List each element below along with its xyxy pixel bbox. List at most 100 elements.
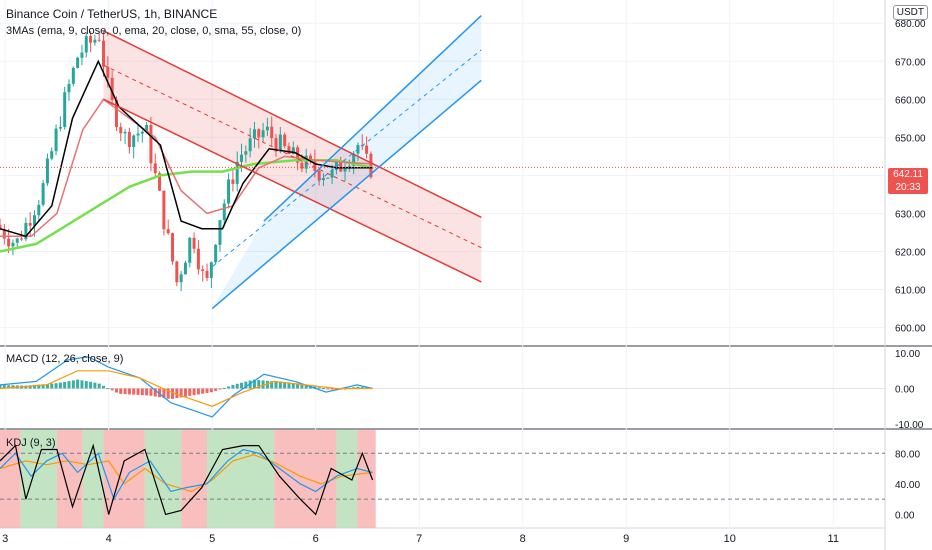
candle-body — [179, 274, 183, 283]
macd-histogram-bar — [179, 388, 183, 398]
candle-body — [240, 154, 244, 162]
macd-histogram-bar — [45, 383, 49, 389]
macd-histogram-bar — [291, 383, 295, 389]
y-tick-label: 650.00 — [895, 133, 926, 144]
x-tick-label: 6 — [313, 533, 319, 545]
macd-histogram-bar — [63, 381, 67, 389]
candle-body — [231, 179, 235, 184]
macd-histogram-bar — [153, 388, 157, 397]
macd-histogram-bar — [209, 388, 213, 393]
candle-body — [45, 158, 49, 184]
last-price-value: 642.11 — [893, 169, 923, 180]
chart-title: Binance Coin / TetherUS, 1h, BINANCE — [6, 7, 218, 21]
kdj-band — [336, 430, 358, 528]
macd-histogram-bar — [326, 388, 330, 390]
candle-body — [300, 162, 304, 169]
candle-body — [352, 153, 356, 166]
macd-histogram-bar — [218, 388, 222, 390]
candle-body — [183, 262, 187, 275]
macd-histogram-bar — [313, 386, 317, 389]
y-tick-label: 610.00 — [895, 286, 926, 297]
macd-histogram-bar — [119, 388, 123, 394]
macd-histogram-bar — [97, 383, 101, 389]
macd-histogram-bar — [106, 388, 110, 390]
macd-histogram-bar — [321, 388, 325, 390]
last-price-tag: 642.11 20:33 — [888, 168, 928, 194]
macd-histogram-bar — [175, 388, 179, 399]
candle-body — [278, 134, 282, 152]
kdj-d-line — [0, 454, 373, 493]
macd-histogram-bar — [222, 387, 226, 389]
macd-y-tick: 10.00 — [895, 349, 920, 360]
candle-body — [140, 131, 144, 134]
candle-body — [321, 177, 325, 181]
macd-histogram-bar — [2, 385, 6, 389]
candle-body — [15, 238, 19, 243]
candle-body — [158, 173, 162, 191]
candle-body — [71, 67, 75, 84]
candle-body — [317, 170, 321, 181]
kdj-band — [181, 430, 208, 528]
candle-body — [248, 138, 252, 152]
candle-body — [37, 204, 41, 216]
candle-body — [339, 161, 343, 172]
candle-body — [326, 177, 330, 179]
macd-histogram-bar — [196, 388, 200, 395]
macd-histogram-bar — [360, 387, 364, 389]
candle-body — [41, 183, 45, 205]
x-tick-label: 11 — [828, 533, 839, 545]
candle-body — [309, 155, 313, 160]
candle-body — [102, 40, 106, 67]
candle-body — [171, 233, 175, 262]
y-tick-label: 680.00 — [895, 19, 926, 30]
macd-histogram-bar — [188, 388, 192, 396]
candle-body — [218, 220, 222, 245]
macd-histogram-bar — [71, 380, 75, 389]
macd-histogram-bar — [33, 384, 37, 389]
macd-histogram-bar — [296, 383, 300, 389]
macd-histogram-bar — [127, 388, 131, 395]
x-tick-label: 10 — [724, 533, 736, 545]
macd-histogram-bar — [145, 388, 149, 396]
macd-histogram-bar — [192, 388, 196, 396]
candle-body — [7, 238, 11, 247]
candle-body — [244, 151, 248, 155]
x-tick-label: 7 — [416, 533, 422, 545]
macd-histogram-bar — [41, 384, 45, 389]
macd-histogram-bar — [76, 379, 80, 389]
candle-body — [296, 147, 300, 163]
x-tick-label: 9 — [623, 533, 629, 545]
kdj-band — [56, 430, 83, 528]
candle-body — [196, 248, 200, 270]
candle-body — [201, 269, 205, 271]
macd-histogram-bar — [132, 388, 136, 395]
candle-body — [235, 161, 239, 184]
candle-body — [162, 190, 166, 230]
macd-histogram-bar — [278, 381, 282, 389]
y-tick-label: 670.00 — [895, 57, 926, 68]
macd-histogram-bar — [287, 382, 291, 389]
candle-body — [89, 36, 93, 43]
currency-badge[interactable]: USDT — [892, 5, 928, 20]
macd-histogram-bar — [201, 388, 205, 394]
x-tick-label: 8 — [520, 533, 526, 545]
candle-body — [334, 161, 338, 170]
candle-body — [93, 39, 97, 43]
candle-body — [153, 163, 157, 174]
macd-histogram-bar — [149, 388, 153, 396]
kdj-y-tick: 80.00 — [895, 449, 920, 460]
y-tick-label: 600.00 — [895, 324, 926, 335]
candle-body — [114, 100, 118, 128]
macd-y-tick: 0.00 — [895, 385, 915, 396]
candle-body — [145, 124, 149, 132]
candle-body — [188, 237, 192, 263]
ascending-channel-upper — [263, 15, 482, 222]
candle-body — [265, 126, 269, 131]
macd-histogram-bar — [317, 387, 321, 389]
y-tick-label: 660.00 — [895, 95, 926, 106]
candle-body — [369, 153, 373, 178]
macd-signal-line — [0, 370, 373, 407]
macd-histogram-bar — [244, 381, 248, 389]
candle-body — [261, 130, 265, 138]
